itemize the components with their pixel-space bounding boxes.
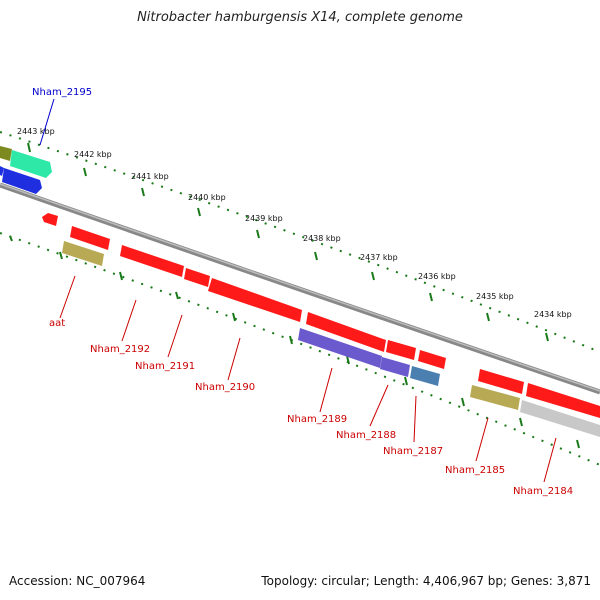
label-leaders <box>39 98 557 483</box>
gene-nham-2191[interactable] <box>184 268 210 287</box>
gene-olive-arrow[interactable] <box>0 146 12 161</box>
gene-teal-arrow[interactable] <box>10 150 52 178</box>
kbp-label: 2443 kbp <box>17 127 55 136</box>
gene-tan-box[interactable] <box>62 241 104 266</box>
gene-blue-stub[interactable] <box>0 166 4 176</box>
kbp-labels: 2443 kbp 2442 kbp 2441 kbp 2440 kbp 2439… <box>17 127 572 319</box>
gene-nham-2192[interactable] <box>120 245 184 277</box>
reverse-genes <box>42 213 600 437</box>
gene-label-nham-2195: Nham_2195 <box>32 87 92 98</box>
kbp-label: 2434 kbp <box>534 310 572 319</box>
kbp-label: 2435 kbp <box>476 292 514 301</box>
gene-red-mid[interactable] <box>306 312 386 352</box>
accession-text: Accession: NC_007964 <box>9 574 146 588</box>
gene-red-arrow[interactable] <box>70 226 110 250</box>
genome-summary-text: Topology: circular; Length: 4,406,967 bp… <box>261 574 591 588</box>
gene-red-edge[interactable] <box>526 383 600 418</box>
gene-red-small[interactable] <box>386 340 416 360</box>
inner-tick-track <box>0 232 600 466</box>
gene-label-aat: aat <box>49 318 65 329</box>
kbp-label: 2442 kbp <box>74 150 112 159</box>
gene-label-nham-2192: Nham_2192 <box>90 344 150 355</box>
kbp-label: 2440 kbp <box>188 193 226 202</box>
gene-label-nham-2191: Nham_2191 <box>135 361 195 372</box>
kbp-label: 2439 kbp <box>245 214 283 223</box>
gene-nham-2188[interactable] <box>380 357 410 377</box>
gene-nham-2189[interactable] <box>298 328 382 368</box>
kbp-label: 2438 kbp <box>303 234 341 243</box>
gene-label-nham-2188: Nham_2188 <box>336 430 396 441</box>
gene-nham-2185[interactable] <box>470 385 520 410</box>
gene-nham-2187[interactable] <box>410 366 440 386</box>
genome-backbone <box>0 182 600 395</box>
gene-labels: Nham_2195 aat Nham_2192 Nham_2191 Nham_2… <box>32 87 573 497</box>
gene-nham-2190[interactable] <box>208 278 302 322</box>
gene-label-nham-2187: Nham_2187 <box>383 446 443 457</box>
forward-genes <box>0 146 52 194</box>
gene-label-nham-2190: Nham_2190 <box>195 382 255 393</box>
kbp-label: 2441 kbp <box>131 172 169 181</box>
gene-aat-arrow[interactable] <box>42 213 58 226</box>
gene-blue-arrow[interactable] <box>2 168 42 194</box>
gene-red-right[interactable] <box>418 350 446 369</box>
kbp-label: 2436 kbp <box>418 272 456 281</box>
kbp-label: 2437 kbp <box>360 253 398 262</box>
gene-label-nham-2189: Nham_2189 <box>287 414 347 425</box>
gene-red-far[interactable] <box>478 369 524 394</box>
gene-label-nham-2184: Nham_2184 <box>513 486 573 497</box>
gene-label-nham-2185: Nham_2185 <box>445 465 505 476</box>
gene-nham-2184[interactable] <box>520 400 600 437</box>
major-ticks <box>9 142 580 449</box>
map-title: Nitrobacter hamburgensis X14, complete g… <box>137 10 463 25</box>
